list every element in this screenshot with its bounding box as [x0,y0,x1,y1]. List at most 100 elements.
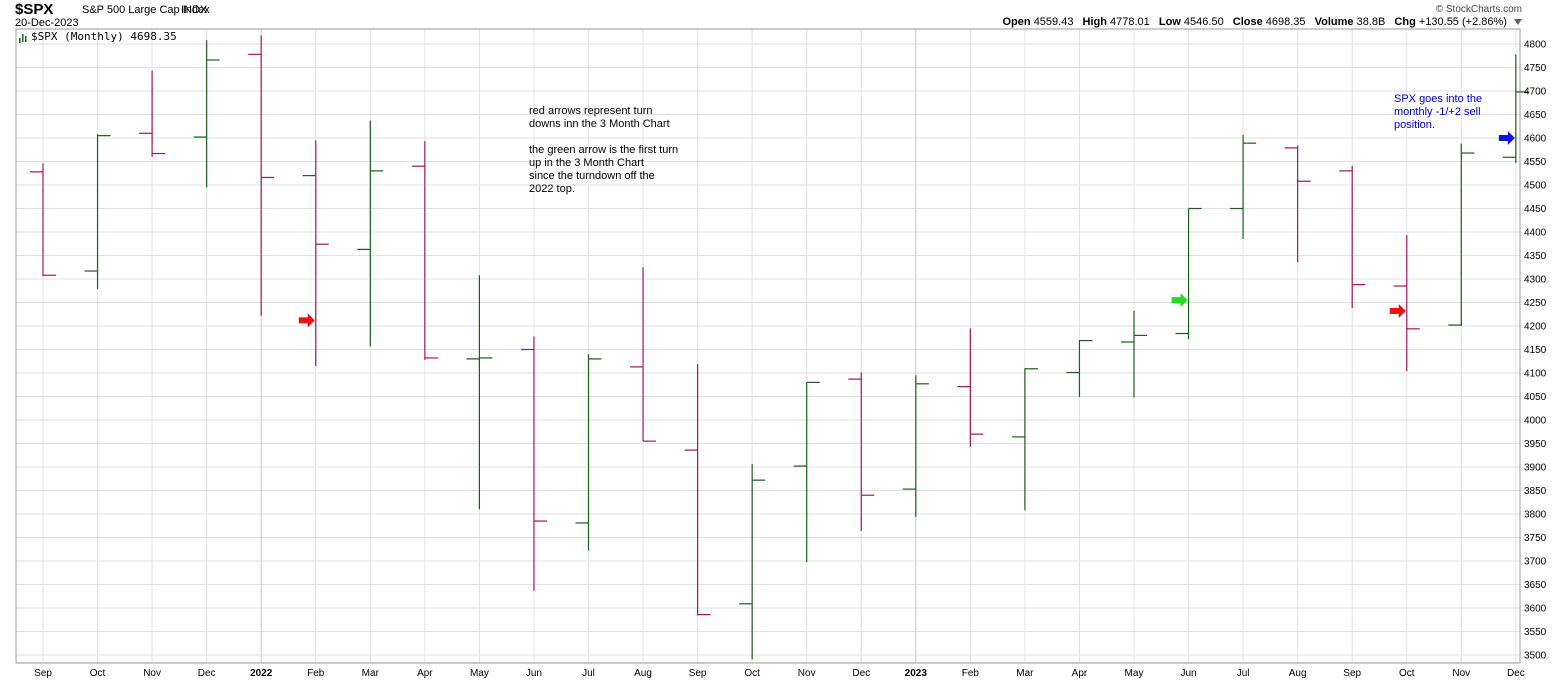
x-tick-label: Jul [582,668,595,679]
ohlc-bar [902,375,929,517]
y-tick-label: 4400 [1524,228,1547,239]
y-tick-label: 4200 [1524,322,1547,333]
x-tick-label: Jul [1237,668,1250,679]
y-tick-label: 4250 [1524,298,1547,309]
x-tick-label: Sep [34,668,52,679]
chart-exchange: INDX [181,4,208,16]
annotation-arrows-note: red arrows represent turn downs inn the … [529,105,679,195]
y-tick-label: 3650 [1524,580,1547,591]
ohlc-bar [1066,339,1093,397]
volume-value: 38.8B [1356,16,1386,28]
ohlc-bar [302,140,329,366]
blue-arrow-icon [1498,131,1515,145]
y-tick-label: 4800 [1524,40,1547,51]
ohlc-bar [848,372,875,531]
x-tick-label: Feb [962,668,980,679]
red-arrow-icon [298,313,315,328]
low-label: Low [1158,16,1181,28]
ohlc-bar [793,381,820,562]
x-tick-label: Dec [198,668,216,679]
y-tick-label: 4700 [1524,87,1547,98]
chart-grid [16,29,1520,663]
open-value: 4559.43 [1033,16,1074,28]
x-tick-label: Aug [1289,668,1307,679]
y-tick-label: 4600 [1524,134,1547,145]
chg-value: +130.55 (+2.86%) [1418,16,1507,28]
ohlc-stats: Open 4559.43 High 4778.01 Low 4546.50 Cl… [1002,16,1522,28]
x-axis: Sep Oct Nov Dec 2022 Feb Mar Apr May Jun Jul Aug Sep… [34,668,1525,679]
volume-label: Volume [1314,16,1354,28]
y-tick-label: 4550 [1524,157,1547,168]
x-tick-label: Feb [307,668,325,679]
x-tick-label: Mar [1016,668,1034,679]
y-tick-label: 3800 [1524,510,1547,521]
ohlc-bar [248,35,275,316]
x-tick-label: Sep [689,668,707,679]
low-value: 4546.50 [1183,16,1224,28]
y-tick-label: 3500 [1524,651,1547,662]
y-tick-label: 4300 [1524,275,1547,286]
x-tick-label: Apr [417,668,433,679]
y-tick-label: 4500 [1524,181,1547,192]
ohlc-bar [1011,368,1038,511]
chart-security-name: S&P 500 Large Cap Index [82,4,210,16]
x-tick-label: 2022 [250,668,273,679]
x-tick-label: Dec [852,668,870,679]
x-tick-label: May [470,668,489,679]
red-arrow-icon [1389,303,1406,318]
x-tick-label: May [1125,668,1144,679]
ohlc-bar [1230,134,1257,240]
ohlc-bar [1448,143,1475,326]
y-tick-label: 4650 [1524,110,1547,121]
ohlc-bar [139,70,166,157]
y-tick-label: 4050 [1524,392,1547,403]
x-tick-label: Oct [1399,668,1415,679]
x-tick-label: Nov [143,668,161,679]
ohlc-bar [957,328,984,447]
ohlc-bar [1393,235,1420,372]
y-tick-label: 3700 [1524,557,1547,568]
y-tick-label: 3900 [1524,463,1547,474]
ohlc-bar [575,354,602,551]
annotation-sell-position: SPX goes into the monthly -1/+2 sell pos… [1394,93,1483,131]
x-tick-label: Oct [90,668,106,679]
y-tick-label: 4150 [1524,345,1547,356]
x-tick-label: Mar [362,668,380,679]
ohlc-bar [739,464,766,660]
chart-date: 20-Dec-2023 [15,17,79,29]
x-tick-label: Nov [1452,668,1470,679]
open-label: Open [1002,16,1031,28]
y-tick-label: 4750 [1524,63,1547,74]
chart-symbol: $SPX [15,1,54,18]
x-tick-label: Nov [798,668,816,679]
high-value: 4778.01 [1110,16,1150,28]
x-tick-label: Aug [634,668,652,679]
x-tick-label: Sep [1343,668,1361,679]
ohlc-bar [1502,54,1529,163]
ohlc-bar [84,134,111,289]
ohlc-bar [357,120,384,347]
ohlc-bar [630,267,657,442]
y-tick-label: 4000 [1524,416,1547,427]
y-tick-label: 3750 [1524,533,1547,544]
ohlc-bar [1121,310,1147,398]
legend-icon [19,34,27,43]
signal-arrows [298,131,1515,328]
ohlc-bars [30,35,1529,660]
y-tick-label: 3950 [1524,439,1547,450]
brand-watermark: © StockCharts.com [1435,4,1522,15]
ohlc-bar [1175,207,1202,340]
y-tick-label: 4450 [1524,204,1547,215]
ohlc-bar [520,336,547,591]
ohlc-bar [411,141,438,360]
ohlc-bar [1284,145,1311,263]
ohlc-bar [466,275,493,510]
chart-legend: $SPX (Monthly) 4698.35 [31,30,177,43]
close-label: Close [1232,16,1263,28]
ohlc-bar [193,40,220,188]
close-value: 4698.35 [1265,16,1306,28]
high-label: High [1082,16,1107,28]
y-axis: 3500 3550 3600 3650 3700 3750 3800 3850 3900 3950… [1524,40,1547,662]
dropdown-caret-icon[interactable] [1514,19,1522,26]
